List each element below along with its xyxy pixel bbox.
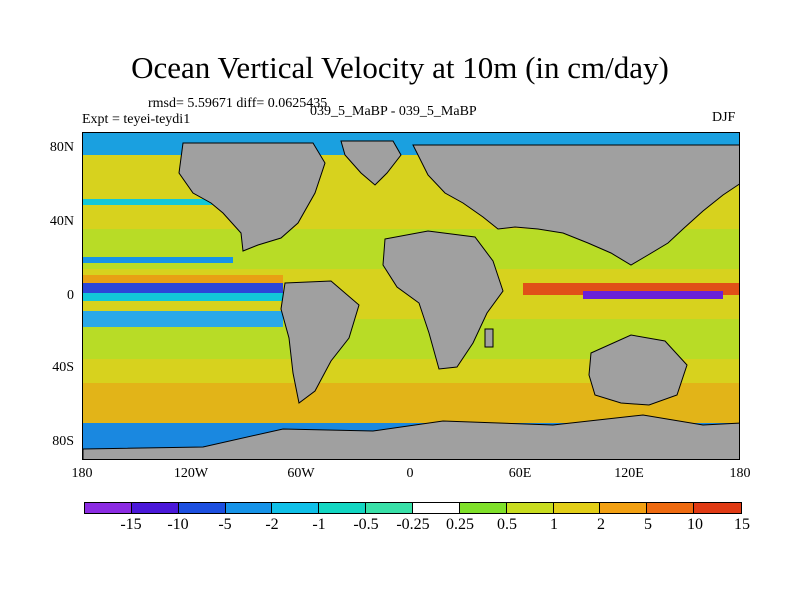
colorbar-swatch	[600, 503, 647, 513]
pacific-purple-band	[583, 291, 723, 299]
lon-label: 60W	[271, 466, 331, 482]
colorbar-swatch	[85, 503, 132, 513]
lon-label: 0	[380, 466, 440, 482]
colorbar-tick-label: 15	[712, 516, 772, 534]
lon-label: 180	[710, 466, 770, 482]
south-pacific-band	[83, 311, 283, 327]
lat-label: 0	[34, 288, 74, 304]
comparison-label: 039_5_MaBP - 039_5_MaBP	[310, 104, 477, 120]
colorbar-swatch	[319, 503, 366, 513]
colorbar-swatch	[226, 503, 273, 513]
stats-label: rmsd= 5.59671 diff= 0.0625435	[148, 96, 327, 112]
north-subtropic-band	[83, 257, 233, 263]
colorbar-swatch	[272, 503, 319, 513]
colorbar-swatch	[179, 503, 226, 513]
colorbar-swatch	[647, 503, 694, 513]
equatorial-upwelling-band	[83, 283, 283, 293]
colorbar-swatch	[460, 503, 507, 513]
lat-label: 40N	[34, 214, 74, 230]
map-title: Ocean Vertical Velocity at 10m (in cm/da…	[0, 50, 800, 86]
lat-label: 80S	[34, 434, 74, 450]
colorbar-swatch	[366, 503, 413, 513]
colorbar-swatch	[694, 503, 741, 513]
lon-label: 120E	[599, 466, 659, 482]
map-panel	[82, 132, 740, 460]
colorbar-swatch	[507, 503, 554, 513]
experiment-label: Expt = teyei-teydi1	[82, 112, 190, 128]
equatorial-warm-band	[83, 275, 283, 283]
colorbar-swatch	[413, 503, 460, 513]
season-label: DJF	[712, 110, 735, 126]
madagascar-land	[485, 329, 493, 347]
equatorial-cyan-band	[83, 293, 283, 301]
lon-label: 180	[52, 466, 112, 482]
lat-label: 40S	[34, 360, 74, 376]
colorbar-swatch	[132, 503, 179, 513]
ocean-field-map	[83, 133, 740, 460]
lon-label: 120W	[161, 466, 221, 482]
lon-label: 60E	[490, 466, 550, 482]
colorbar-swatch	[554, 503, 601, 513]
colorbar	[84, 502, 742, 514]
lat-label: 80N	[34, 140, 74, 156]
